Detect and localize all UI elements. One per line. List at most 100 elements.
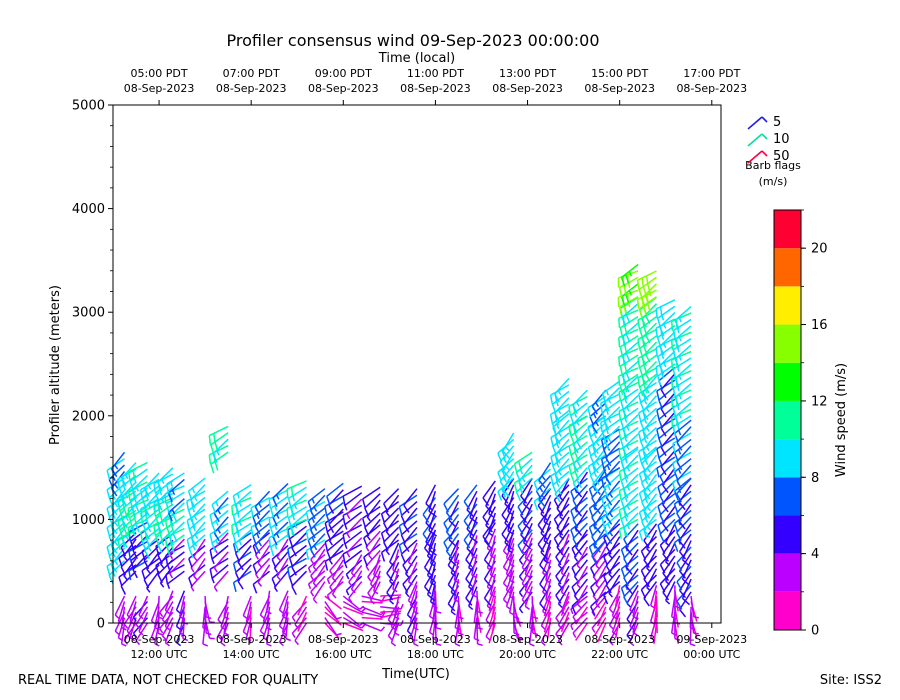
barb-flag bbox=[676, 512, 682, 522]
barb-flag bbox=[290, 487, 294, 497]
barb-half-flag bbox=[468, 566, 474, 572]
barb-flag bbox=[623, 382, 628, 393]
wind-barb bbox=[344, 549, 363, 569]
barb-staff bbox=[223, 595, 229, 617]
barb-half-flag bbox=[555, 420, 559, 426]
barb-flag bbox=[307, 539, 313, 550]
barb-half-flag bbox=[133, 477, 137, 484]
barb-flag bbox=[662, 591, 670, 601]
barb-flag bbox=[554, 435, 561, 445]
barb-flag bbox=[383, 541, 389, 551]
wind-barb bbox=[312, 548, 326, 572]
barb-half-flag bbox=[486, 547, 492, 553]
barb-half-flag bbox=[390, 625, 397, 631]
barb-half-flag bbox=[572, 632, 577, 638]
barb-half-flag bbox=[123, 639, 129, 645]
barb-flag bbox=[422, 533, 430, 543]
barb-flag bbox=[291, 585, 297, 596]
barb-half-flag bbox=[254, 554, 259, 560]
barb-staff bbox=[121, 462, 137, 479]
barb-flag bbox=[637, 339, 641, 349]
barb-flag bbox=[324, 506, 328, 516]
barb-flag bbox=[605, 496, 613, 506]
barb-flag bbox=[520, 534, 528, 543]
barb-staff bbox=[604, 425, 621, 442]
barb-flag bbox=[622, 527, 629, 537]
barb-half-flag bbox=[368, 554, 373, 560]
barb-flag bbox=[603, 401, 610, 412]
barb-flag bbox=[659, 476, 665, 486]
barb-staff bbox=[209, 538, 229, 551]
barb-flag bbox=[504, 522, 513, 531]
barb-flag bbox=[603, 575, 609, 586]
barb-half-flag bbox=[236, 531, 240, 538]
wind-barb bbox=[141, 508, 160, 532]
barb-staff bbox=[209, 503, 229, 516]
barb-flag bbox=[106, 470, 111, 480]
wind-barb bbox=[678, 503, 692, 530]
barb-flag bbox=[403, 543, 410, 553]
barb-staff bbox=[674, 344, 692, 360]
barb-flag bbox=[620, 400, 625, 411]
wind-barb bbox=[621, 360, 639, 385]
barb-staff bbox=[254, 490, 271, 508]
barb-staff bbox=[368, 537, 381, 556]
barb-flag bbox=[133, 514, 137, 525]
wind-barb bbox=[361, 595, 386, 602]
barb-flag bbox=[618, 337, 621, 348]
barb-flag bbox=[571, 586, 577, 596]
barb-half-flag bbox=[275, 494, 280, 500]
barb-flag bbox=[167, 512, 173, 522]
barb-staff bbox=[250, 516, 270, 528]
barb-flag bbox=[157, 482, 163, 492]
wind-barb bbox=[596, 622, 607, 643]
wind-barb bbox=[193, 538, 206, 562]
barb-staff bbox=[672, 451, 692, 464]
barb-staff bbox=[135, 622, 149, 642]
barb-staff bbox=[119, 497, 137, 512]
wind-barb bbox=[328, 543, 344, 565]
barb-flag bbox=[572, 519, 579, 529]
barb-staff bbox=[608, 574, 621, 594]
barb-flag bbox=[575, 527, 583, 536]
wind-barb bbox=[270, 534, 289, 557]
wind-barb bbox=[204, 596, 212, 620]
top-x-tick-label-date: 08-Sep-2023 bbox=[676, 82, 747, 95]
wind-barb bbox=[398, 494, 418, 516]
wind-barb bbox=[575, 510, 589, 536]
barb-flag bbox=[383, 522, 389, 532]
barb-flag bbox=[638, 512, 644, 522]
barb-staff bbox=[555, 540, 570, 558]
barb-staff bbox=[157, 596, 160, 618]
barb-flag bbox=[642, 383, 648, 394]
barb-staff bbox=[554, 419, 570, 437]
barb-staff bbox=[672, 376, 692, 390]
barb-staff bbox=[552, 470, 570, 486]
colorbar-tick-label: 20 bbox=[811, 242, 828, 257]
barb-flag bbox=[622, 489, 629, 499]
barb-half-flag bbox=[608, 531, 614, 537]
wind-barb bbox=[672, 338, 692, 360]
barb-half-flag bbox=[676, 346, 680, 353]
wind-barb bbox=[310, 559, 326, 581]
barb-half-flag bbox=[607, 436, 612, 443]
barb-staff bbox=[658, 386, 676, 401]
barb-flag bbox=[106, 527, 111, 538]
barb-flag bbox=[118, 557, 123, 568]
barb-flag bbox=[655, 328, 659, 338]
barb-half-flag bbox=[662, 342, 667, 348]
barb-flag bbox=[106, 546, 111, 557]
barb-staff bbox=[471, 535, 478, 556]
barb-flag bbox=[672, 407, 677, 418]
barb-half-flag bbox=[529, 643, 535, 647]
barb-staff bbox=[589, 422, 607, 438]
x-tick-label-date: 08-Sep-2023 bbox=[492, 633, 563, 646]
barb-flag bbox=[254, 544, 261, 554]
wind-barb bbox=[361, 616, 383, 620]
wind-barb bbox=[190, 503, 206, 528]
barb-staff bbox=[329, 570, 344, 588]
barb-flag bbox=[272, 497, 278, 508]
barb-half-flag bbox=[259, 614, 265, 620]
barb-half-flag bbox=[555, 617, 560, 623]
wind-barb bbox=[324, 601, 342, 620]
